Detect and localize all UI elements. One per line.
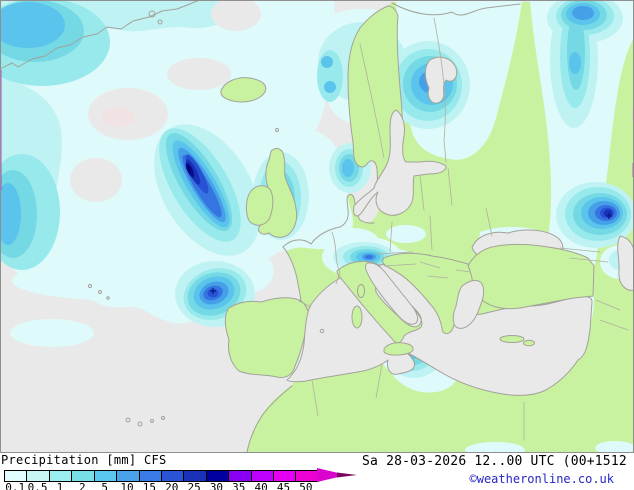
legend-footer: Precipitation [mm] CFS Sa 28-03-2026 12.… xyxy=(0,453,634,490)
colorbar-segment xyxy=(93,471,117,481)
colorbar-segment xyxy=(250,471,274,481)
colorbar-segment xyxy=(5,471,27,481)
colorbar-tick: 30 xyxy=(209,481,224,490)
colorbar-segment xyxy=(273,471,296,481)
colorbar-tick: 0.5 xyxy=(27,481,48,490)
colorbar-segment xyxy=(183,471,206,481)
colorbar xyxy=(4,470,319,482)
colorbar-tick: 5 xyxy=(101,481,108,490)
max-cross-markers xyxy=(210,213,612,294)
map-canvas xyxy=(0,0,634,453)
colorbar-tick: 35 xyxy=(232,481,246,490)
colorbar-segment xyxy=(138,471,161,481)
colorbar-tick: 1 xyxy=(56,481,64,490)
colorbar-segment xyxy=(295,471,318,481)
colorbar-tick: 2 xyxy=(78,481,86,490)
colorbar-tick: 10 xyxy=(120,481,134,490)
colorbar-segment xyxy=(205,471,229,481)
colorbar-tick: 0.1 xyxy=(5,481,26,490)
colorbar-segment xyxy=(48,471,72,481)
colorbar-segment xyxy=(71,471,94,481)
precipitation-map xyxy=(0,0,634,453)
colorbar-tick: 50 xyxy=(299,481,313,490)
valid-time-label: Sa 28-03-2026 12..00 UTC (00+1512 xyxy=(362,454,627,469)
colorbar-tick: 20 xyxy=(165,481,179,490)
colorbar-tick-labels: 0.1 0.5 1 2 5 10 15 20 25 30 35 40 45 50 xyxy=(0,481,360,490)
colorbar-segment xyxy=(160,471,184,481)
colorbar-segment xyxy=(228,471,251,481)
colorbar-segment xyxy=(116,471,139,481)
copyright-label: ©weatheronline.co.uk xyxy=(469,472,615,486)
colorbar-arrow-icon xyxy=(317,468,357,482)
colorbar-tick: 25 xyxy=(187,481,201,490)
colorbar-segment xyxy=(26,471,49,481)
colorbar-tick: 40 xyxy=(254,481,268,490)
colorbar-tick: 45 xyxy=(276,481,291,490)
colorbar-tick: 15 xyxy=(142,481,156,490)
legend-title: Precipitation [mm] CFS xyxy=(1,453,167,467)
country-borders-layer xyxy=(298,17,629,441)
coastline-layer xyxy=(0,0,634,453)
